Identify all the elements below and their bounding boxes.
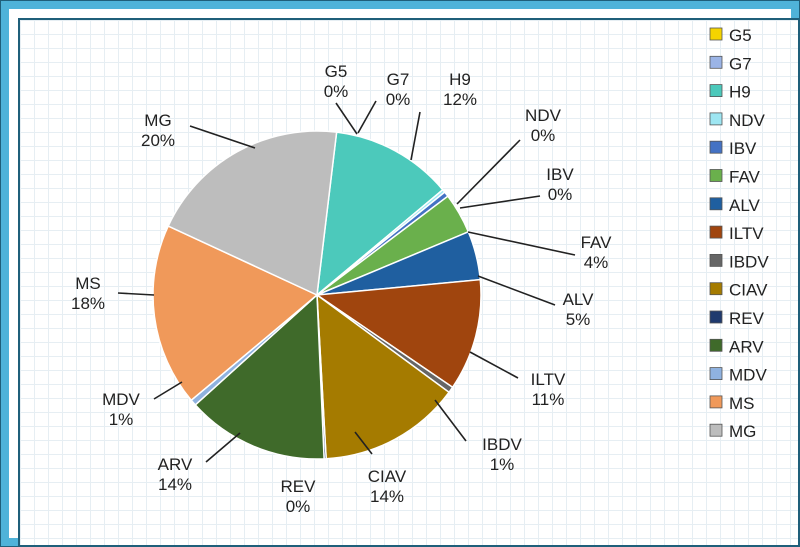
legend-swatch-ndv (709, 112, 723, 126)
leader-line-ibv (459, 195, 541, 209)
legend-label-fav: FAV (729, 168, 761, 187)
data-label-fav: FAV 4% (581, 233, 613, 272)
legend-swatch-g5 (709, 27, 723, 41)
data-labels: G5 0% G7 0% H9 12% NDV 0% IBV 0% FAV 4% ALV 5% ILTV 11%… (71, 62, 612, 516)
legend-label-ibv: IBV (729, 139, 757, 158)
leader-line-g5 (335, 102, 358, 135)
slice-mg (167, 130, 338, 297)
leader-line-arv (205, 432, 241, 463)
legend-swatch-iltv (709, 225, 723, 239)
slice-iltv (314, 278, 482, 389)
legend-label-g7: G7 (729, 54, 752, 73)
data-label-ibdv: IBDV 1% (482, 435, 522, 474)
legend-label-rev: REV (729, 309, 765, 328)
slice-h9 (316, 131, 444, 297)
leader-line-ndv (456, 139, 521, 205)
leader-line-ciav (354, 431, 373, 455)
data-label-h9: H9 12% (443, 70, 477, 109)
leader-line-fav (467, 231, 576, 256)
data-label-rev: REV 0% (281, 477, 317, 516)
legend-swatch-ibdv (709, 253, 723, 267)
data-label-mg: MG 20% (141, 111, 175, 150)
legend-label-ms: MS (729, 394, 755, 413)
leader-line-mg (189, 125, 256, 149)
legend-swatch-alv (709, 197, 723, 211)
legend: G5 G7 H9 NDV IBV FAV ALV ILTV IBDV CIAV REV ARV MDV M… (709, 26, 769, 441)
data-label-iltv: ILTV 11% (531, 370, 566, 409)
legend-label-mg: MG (729, 422, 756, 441)
legend-label-ndv: NDV (729, 111, 766, 130)
data-label-ndv: NDV 0% (525, 106, 562, 145)
legend-label-arv: ARV (729, 337, 764, 356)
legend-swatch-ciav (709, 282, 723, 296)
legend-label-alv: ALV (729, 196, 761, 215)
legend-swatch-g7 (709, 55, 723, 69)
slice-ciav (316, 293, 451, 460)
legend-label-g5: G5 (729, 26, 752, 45)
legend-label-ibdv: IBDV (729, 252, 769, 271)
leader-line-ms (117, 292, 155, 296)
slice-ms (152, 225, 319, 402)
leader-line-g7 (357, 100, 377, 134)
data-label-ms: MS 18% (71, 274, 105, 313)
legend-swatch-ms (709, 395, 723, 409)
data-label-g7: G7 0% (386, 70, 411, 109)
legend-swatch-h9 (709, 84, 723, 97)
data-label-ibv: IBV 0% (546, 165, 574, 204)
data-label-ciav: CIAV 14% (368, 467, 407, 506)
legend-label-h9: H9 (729, 83, 751, 102)
leader-line-h9 (410, 111, 421, 161)
legend-label-ciav: CIAV (729, 281, 768, 300)
leader-line-iltv (469, 351, 519, 379)
legend-label-mdv: MDV (729, 366, 767, 385)
legend-swatch-mg (709, 423, 723, 437)
leader-lines (117, 100, 576, 463)
leader-line-mdv (153, 381, 183, 400)
slice-arv (194, 293, 325, 460)
legend-label-iltv: ILTV (729, 224, 764, 243)
leader-line-ibdv (434, 399, 467, 442)
legend-swatch-rev (709, 310, 723, 324)
legend-swatch-arv (709, 338, 723, 352)
legend-swatch-mdv (709, 367, 723, 381)
data-label-g5: G5 0% (324, 62, 349, 101)
pie-slices (152, 130, 482, 460)
data-label-mdv: MDV 1% (102, 390, 140, 429)
leader-line-alv (477, 275, 556, 306)
legend-swatch-fav (709, 169, 723, 182)
data-label-arv: ARV 14% (158, 455, 193, 494)
legend-swatch-ibv (709, 140, 723, 154)
data-label-alv: ALV 5% (563, 290, 595, 329)
